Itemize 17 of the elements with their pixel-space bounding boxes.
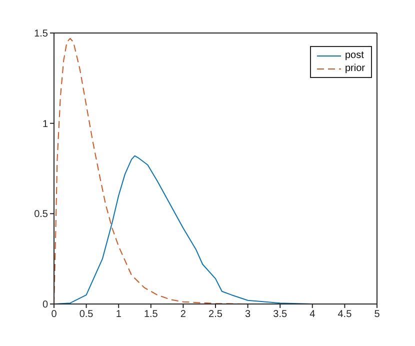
x-tick-label: 0 — [51, 309, 58, 320]
x-tick-label: 2.5 — [208, 309, 223, 320]
x-tick-label: 0.5 — [79, 309, 94, 320]
x-tick-label: 4.5 — [338, 309, 352, 320]
x-tick-label: 2 — [180, 309, 186, 320]
y-tick-label: 0.5 — [34, 209, 48, 220]
x-tick-label: 4 — [310, 309, 316, 320]
legend-label: prior — [344, 62, 365, 75]
x-tick-label: 1 — [116, 309, 122, 320]
legend-label: post — [344, 49, 364, 62]
y-tick-label: 0 — [42, 300, 48, 311]
x-tick-label: 5 — [374, 309, 380, 320]
x-tick-label: 3.5 — [273, 309, 288, 320]
y-tick-label: 1.5 — [34, 28, 48, 40]
x-tick-label: 3 — [245, 309, 252, 320]
x-tick-label: 1.5 — [144, 309, 158, 320]
y-tick-label: 1 — [42, 118, 48, 130]
